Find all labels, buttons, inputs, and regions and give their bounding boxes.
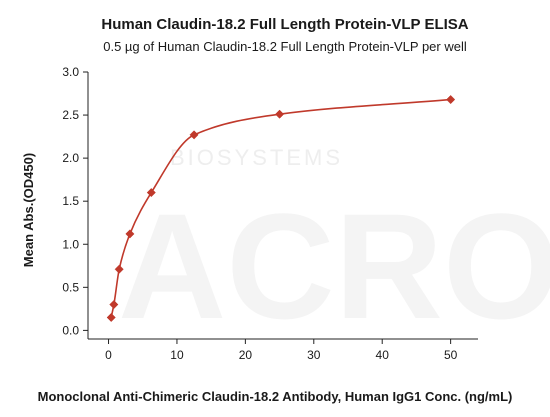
watermark-logo: ACRO bbox=[118, 182, 550, 350]
data-point bbox=[125, 229, 135, 239]
y-tick-label: 0.0 bbox=[62, 323, 79, 337]
data-point bbox=[109, 299, 119, 310]
y-tick-label: 0.5 bbox=[62, 280, 79, 294]
data-point bbox=[446, 95, 456, 105]
y-tick-label: 1.0 bbox=[62, 237, 79, 251]
x-tick-label: 10 bbox=[170, 348, 184, 362]
data-point bbox=[114, 264, 124, 274]
x-tick-label: 50 bbox=[444, 348, 458, 362]
x-tick-label: 40 bbox=[376, 348, 390, 362]
data-point bbox=[189, 130, 199, 140]
chart-subtitle: 0.5 µg of Human Claudin-18.2 Full Length… bbox=[103, 39, 467, 54]
y-axis-label: Mean Abs.(OD450) bbox=[21, 153, 36, 267]
y-tick-label: 3.0 bbox=[62, 65, 79, 79]
x-tick-label: 0 bbox=[105, 348, 112, 362]
watermark-text: BIOSYSTEMS bbox=[170, 145, 343, 170]
data-point bbox=[146, 188, 156, 198]
y-tick-label: 2.0 bbox=[62, 151, 79, 165]
watermark: ACRO BIOSYSTEMS bbox=[118, 145, 550, 350]
y-tick-label: 2.5 bbox=[62, 108, 79, 122]
x-axis-ticks: 0 10 20 30 40 50 bbox=[105, 339, 458, 362]
y-axis-ticks: 0.0 0.5 1.0 1.5 2.0 2.5 3.0 bbox=[62, 65, 88, 337]
x-tick-label: 20 bbox=[239, 348, 253, 362]
x-tick-label: 30 bbox=[307, 348, 321, 362]
x-axis-label: Monoclonal Anti-Chimeric Claudin-18.2 An… bbox=[38, 389, 513, 404]
y-tick-label: 1.5 bbox=[62, 194, 79, 208]
chart-title: Human Claudin-18.2 Full Length Protein-V… bbox=[101, 16, 468, 33]
data-points-layer bbox=[106, 95, 456, 323]
data-point bbox=[106, 312, 116, 323]
data-point bbox=[275, 109, 285, 119]
